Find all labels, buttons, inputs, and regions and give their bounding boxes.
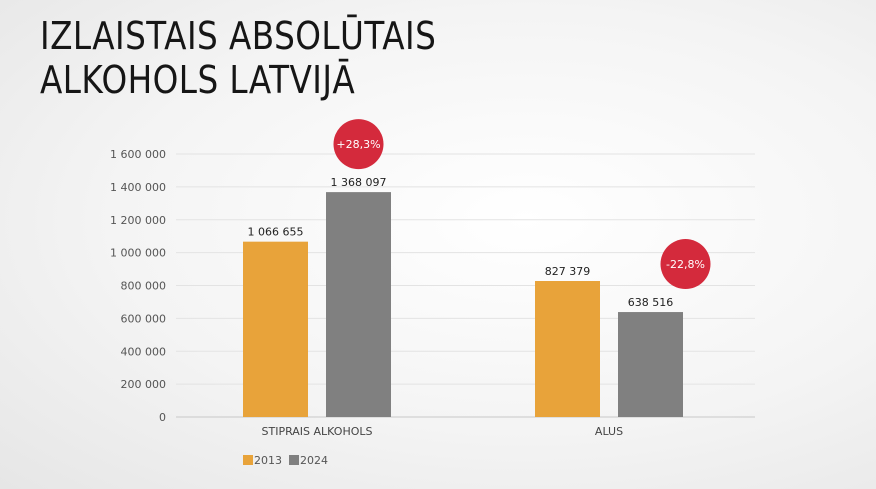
- legend-swatch: [243, 455, 253, 465]
- legend-swatch: [289, 455, 299, 465]
- y-tick-label: 800 000: [121, 280, 167, 293]
- bar: [535, 280, 600, 417]
- change-badge: [333, 119, 384, 170]
- y-tick-label: 1 400 000: [110, 181, 166, 194]
- y-tick-label: 400 000: [121, 345, 167, 358]
- y-tick-label: 0: [159, 411, 166, 424]
- data-label: 1 066 655: [248, 226, 304, 239]
- data-label: 638 516: [628, 296, 674, 309]
- y-tick-label: 1 200 000: [110, 214, 166, 227]
- y-tick-label: 1 600 000: [110, 148, 166, 161]
- y-tick-label: 600 000: [121, 312, 167, 325]
- y-tick-label: 200 000: [121, 378, 167, 391]
- data-label: 1 368 097: [331, 176, 387, 189]
- change-label: -22,8%: [666, 258, 705, 271]
- x-tick-label: ALUS: [595, 425, 623, 438]
- bar: [326, 192, 391, 417]
- bar: [243, 241, 308, 417]
- legend-label: 2013: [254, 454, 282, 467]
- y-tick-label: 1 000 000: [110, 247, 166, 260]
- bar: [618, 312, 683, 417]
- chart-title-line-2: ALKOHOLS LATVIJĀ: [40, 58, 356, 102]
- change-label: +28,3%: [336, 138, 380, 151]
- chart-title: IZLAISTAIS ABSOLŪTAIS ALKOHOLS LATVIJĀ: [40, 14, 436, 102]
- legend-label: 2024: [300, 454, 328, 467]
- x-tick-label: STIPRAIS ALKOHOLS: [262, 425, 373, 438]
- data-label: 827 379: [545, 265, 591, 278]
- chart-title-line-1: IZLAISTAIS ABSOLŪTAIS: [40, 14, 437, 58]
- change-badge: [660, 239, 711, 290]
